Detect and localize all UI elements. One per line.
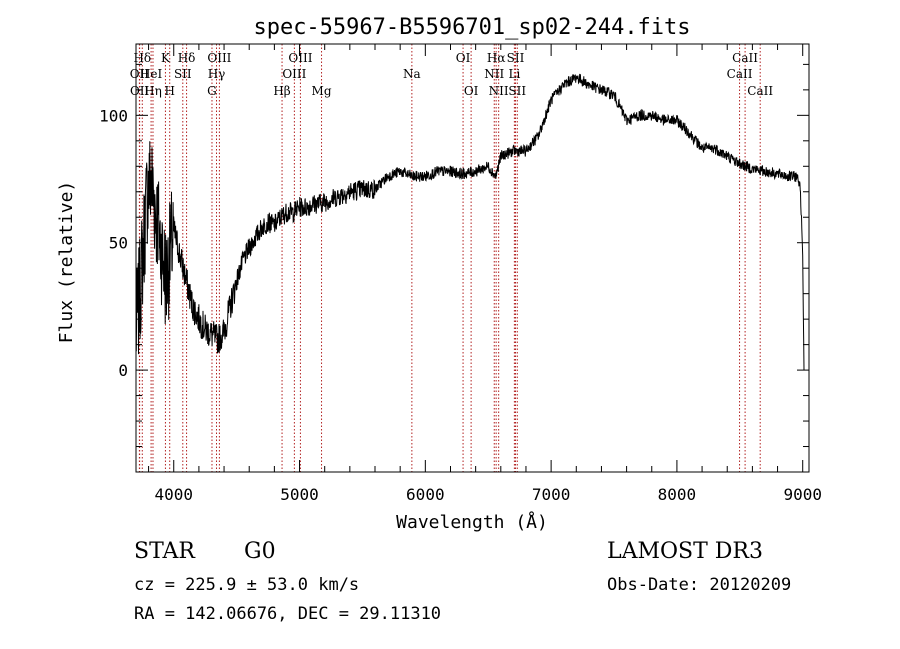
line-label-4: HeI — [140, 67, 163, 81]
spectrum-series — [135, 73, 805, 371]
plot-frame — [135, 43, 810, 473]
line-label-21: NII — [484, 67, 504, 81]
observation-date: Obs-Date: 20120209 — [607, 575, 791, 595]
line-label-1: OII — [130, 67, 150, 81]
line-label-6: Hδ — [178, 51, 196, 65]
line-label-15: Mg — [312, 84, 332, 98]
x-tick-label-4: 8000 — [658, 485, 697, 504]
y-tick-label-1: 50 — [109, 234, 128, 253]
line-label-14: Hβ — [273, 84, 290, 98]
line-label-24: SII — [508, 84, 526, 98]
line-label-16: Na — [403, 67, 421, 81]
x-tick-label-1: 5000 — [280, 485, 319, 504]
line-label-7: SII — [174, 67, 192, 81]
axis-tick-labels: 4000 5000 6000 7000 8000 9000 0 50 100 — [99, 106, 822, 504]
line-label-20: SII — [507, 51, 525, 65]
y-tick-label-0: 0 — [118, 361, 128, 380]
line-label-9: OIII — [207, 51, 231, 65]
survey-name: LAMOST DR3 — [607, 539, 763, 564]
object-class: STAR — [134, 539, 196, 564]
line-label-19: Hα — [487, 51, 506, 65]
chart-title: spec-55967-B5596701_sp02-244.fits — [253, 15, 690, 40]
line-label-8: H — [164, 84, 174, 98]
coordinates: RA = 142.06676, DEC = 29.11310 — [134, 604, 441, 624]
x-tick-label-5: 9000 — [783, 485, 822, 504]
line-label-3: K — [161, 51, 171, 65]
x-tick-label-3: 7000 — [532, 485, 571, 504]
line-label-13: OIII — [282, 67, 306, 81]
object-subclass: G0 — [244, 539, 276, 564]
line-label-17: OI — [456, 51, 471, 65]
line-label-5: Hη — [144, 84, 162, 98]
line-label-27: CaII — [747, 84, 773, 98]
y-tick-label-2: 100 — [99, 106, 128, 125]
axis-ticks — [136, 44, 809, 472]
line-label-2: OII — [130, 84, 150, 98]
line-label-18: OI — [464, 84, 479, 98]
x-tick-label-0: 4000 — [154, 485, 193, 504]
emission-line-markers — [138, 44, 761, 472]
line-label-11: G — [207, 84, 217, 98]
y-axis-label: Flux (relative) — [56, 181, 77, 344]
line-label-23: NII — [489, 84, 509, 98]
x-axis-label: Wavelength (Å) — [396, 511, 548, 533]
redshift-velocity: cz = 225.9 ± 53.0 km/s — [134, 575, 359, 595]
line-label-22: Li — [508, 67, 520, 81]
line-label-26: CaII — [727, 67, 753, 81]
line-label-12: OIII — [288, 51, 312, 65]
spectrum-line — [135, 73, 805, 371]
line-label-10: Hγ — [208, 67, 226, 81]
x-tick-label-2: 6000 — [406, 485, 445, 504]
line-label-0: Hδ — [133, 51, 151, 65]
line-label-25: CaII — [732, 51, 758, 65]
